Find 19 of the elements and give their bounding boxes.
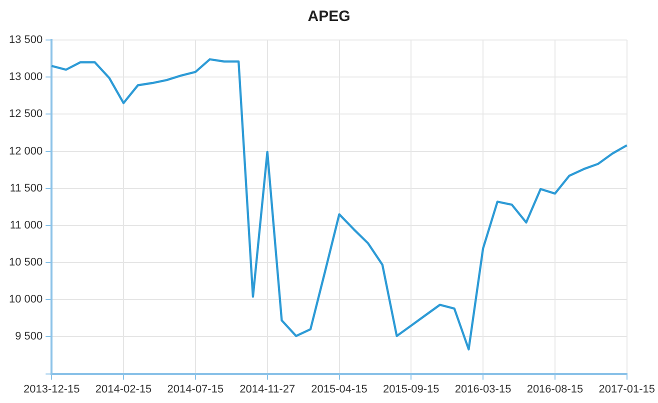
y-tick-label: 11 500 xyxy=(10,182,43,194)
y-tick-label: 13 500 xyxy=(8,34,43,46)
x-tick-label: 2015-09-15 xyxy=(383,383,440,396)
y-tick-label: 12 000 xyxy=(8,145,43,158)
chart-title: APEG xyxy=(306,8,352,25)
x-tick-label: 2017-01-15 xyxy=(598,383,656,396)
x-tick-label: 2014-07-15 xyxy=(167,383,224,396)
y-tick-label: 10 500 xyxy=(8,256,43,269)
x-tick-label: 2016-08-15 xyxy=(526,383,584,396)
x-tick-label: 2016-03-15 xyxy=(454,383,512,396)
x-tick-label: 2013-12-15 xyxy=(24,383,80,396)
x-tick-label: 2015-04-15 xyxy=(311,383,368,396)
y-tick-label: 12 500 xyxy=(8,108,43,120)
y-tick-label: 13 000 xyxy=(8,71,43,84)
x-tick-label: 2014-02-15 xyxy=(95,383,152,396)
x-tick-label: 2014-11-27 xyxy=(240,383,296,396)
y-tick-label: 10 000 xyxy=(8,294,43,306)
y-tick-label: 11 000 xyxy=(10,219,43,232)
y-tick-label: 9 500 xyxy=(15,330,43,343)
